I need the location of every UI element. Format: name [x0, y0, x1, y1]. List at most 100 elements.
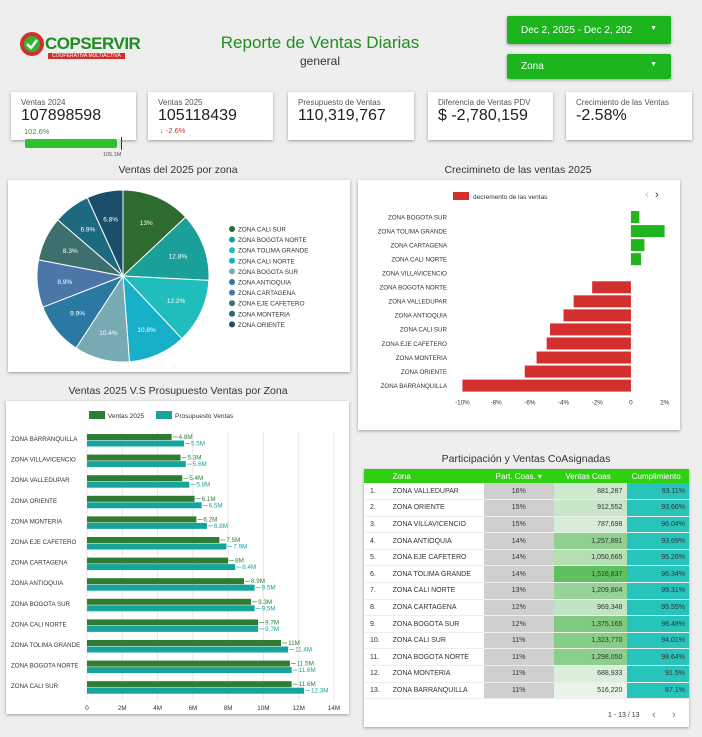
budget-bar[interactable]	[87, 564, 236, 571]
budget-bar[interactable]	[87, 584, 255, 591]
row-index: 1.	[364, 483, 389, 501]
header-ventas-coas[interactable]: Ventas Coas	[553, 469, 628, 483]
growth-bar[interactable]	[546, 337, 631, 350]
bar-value-label: 5.3M	[188, 455, 202, 462]
table-row[interactable]: 8. ZONA CARTAGENA 12% 969,348 95.55%	[364, 599, 689, 617]
header-zona[interactable]: Zona	[388, 469, 484, 483]
budget-bar[interactable]	[87, 461, 186, 468]
growth-bar[interactable]	[630, 211, 640, 224]
row-part-coas: 12%	[483, 615, 554, 633]
budget-bar[interactable]	[87, 475, 183, 482]
legend-label: ZONA BOGOTA SUR	[238, 269, 299, 276]
growth-bar[interactable]	[630, 239, 645, 252]
table-row[interactable]: 7. ZONA CALI NORTE 13% 1,209,804 99.31%	[364, 582, 689, 600]
legend-prev-icon[interactable]: ‹	[645, 189, 649, 201]
category-label: ZONA ORIENTE	[11, 498, 57, 505]
budget-bar[interactable]	[87, 454, 181, 461]
budget-bar[interactable]	[87, 516, 197, 523]
budget-chart-title: Ventas 2025 V.S Prosupuesto Ventas por Z…	[68, 385, 288, 397]
growth-bar[interactable]	[630, 225, 665, 238]
budget-bar[interactable]	[87, 687, 305, 694]
bar-value-label: 11M	[288, 640, 300, 647]
pie-slice[interactable]	[122, 189, 187, 278]
budget-bar[interactable]	[87, 578, 245, 585]
budget-bar[interactable]	[87, 646, 289, 653]
budget-bar[interactable]	[87, 667, 292, 674]
bar-value-label: 7.9M	[233, 544, 247, 551]
growth-bar[interactable]	[550, 323, 631, 336]
table-row[interactable]: 2. ZONA ORIENTE 15% 912,552 93.66%	[364, 499, 689, 517]
table-row[interactable]: 10. ZONA CALI SUR 11% 1,323,770 94.01%	[364, 632, 689, 650]
table-row[interactable]: 5. ZONA EJE CAFETERO 14% 1,050,665 95.26%	[364, 549, 689, 567]
budget-bar[interactable]	[87, 537, 220, 543]
budget-bar[interactable]	[87, 481, 190, 488]
budget-bar[interactable]	[87, 640, 282, 646]
growth-bar[interactable]	[573, 295, 631, 308]
date-range-picker[interactable]: Dec 2, 2025 - Dec 2, 202 ▼	[507, 16, 671, 44]
budget-bar[interactable]	[87, 543, 227, 550]
legend-label: Prosupuesto Ventas	[175, 413, 234, 420]
pie-slice[interactable]	[121, 216, 210, 281]
table-row[interactable]: 4. ZONA ANTIOQUIA 14% 1,257,891 93.69%	[364, 532, 689, 550]
budget-bar[interactable]	[87, 495, 195, 502]
table-row[interactable]: 13. ZONA BARRANQUILLA 11% 516,220 87.1%	[364, 682, 689, 700]
pie-slice[interactable]	[86, 189, 124, 277]
budget-bar[interactable]	[87, 625, 259, 632]
row-index: 9.	[364, 615, 389, 633]
row-cumplimiento: 87.1%	[627, 682, 689, 700]
header-cumplimiento[interactable]: Cumplimiento	[627, 469, 689, 483]
budget-bar[interactable]	[87, 440, 185, 447]
budget-chart-card: Ventas 2025 Prosupuesto Ventas 0 2M 4M 6M 8M 10…	[6, 401, 349, 714]
category-label: ZONA CARTAGENA	[11, 560, 68, 567]
budget-bar[interactable]	[87, 557, 229, 564]
growth-bar[interactable]	[592, 281, 631, 294]
row-ventas-coas: 1,257,891	[553, 532, 628, 550]
table-row[interactable]: 3. ZONA VILLAVICENCIO 15% 787,698 96.04%	[364, 516, 689, 534]
header-part-coas[interactable]: Part. Coas. ▾	[483, 469, 554, 483]
growth-bar[interactable]	[563, 309, 631, 322]
table-row[interactable]: 9. ZONA BOGOTA SUR 12% 1,375,165 98.48%	[364, 615, 689, 633]
row-ventas-coas: 1,516,837	[553, 565, 628, 584]
budget-bar[interactable]	[87, 605, 255, 612]
table-row[interactable]: 1. ZONA VALLEDUPAR 16% 881,287 93.11%	[364, 483, 689, 501]
growth-bar[interactable]	[536, 351, 631, 364]
growth-chart-title: Crecimineto de las ventas 2025	[444, 164, 592, 176]
row-ventas-coas: 688,933	[553, 665, 628, 683]
budget-bar[interactable]	[87, 434, 172, 440]
row-cumplimiento: 93.11%	[627, 483, 689, 501]
budget-bar[interactable]	[87, 502, 202, 509]
category-label: ZONA VALLEDUPAR	[388, 299, 447, 306]
table-row[interactable]: 12. ZONA MONTERIA 11% 688,933 91.5%	[364, 665, 689, 683]
budget-chart: Ventas 2025 Prosupuesto Ventas 0 2M 4M 6M 8M 10…	[11, 411, 340, 712]
row-ventas-coas: 912,552	[553, 499, 628, 517]
table-row[interactable]: 6. ZONA TOLIMA GRANDE 14% 1,516,837 96.34%	[364, 565, 689, 584]
legend-label: ZONA BOGOTA NORTE	[238, 237, 307, 244]
kpi-label: Ventas 2024	[21, 98, 66, 107]
progress-bar-fill	[25, 139, 118, 148]
budget-bar[interactable]	[87, 522, 207, 529]
row-part-coas: 14%	[483, 532, 554, 550]
x-tick-label: 4M	[153, 705, 162, 712]
legend-swatch	[229, 247, 235, 254]
growth-bar[interactable]	[462, 379, 631, 392]
zone-filter-dropdown[interactable]: Zona ▼	[507, 54, 671, 79]
table-row[interactable]: 11. ZONA BOGOTA NORTE 11% 1,298,050 98.64%	[364, 648, 689, 667]
budget-bar[interactable]	[87, 598, 252, 605]
budget-bar[interactable]	[87, 660, 290, 667]
pie-slice[interactable]	[121, 275, 210, 340]
x-tick-label: 14M	[328, 705, 340, 712]
growth-bar[interactable]	[630, 253, 642, 266]
category-label: ZONA BOGOTA NORTE	[11, 663, 79, 670]
legend-label: ZONA MONTERIA	[238, 311, 291, 318]
page-next-icon[interactable]: ›	[672, 709, 676, 721]
budget-bar[interactable]	[87, 619, 259, 626]
kpi-label: Ventas 2025	[158, 98, 203, 107]
legend-next-icon[interactable]: ›	[655, 189, 659, 201]
page-prev-icon[interactable]: ‹	[652, 709, 656, 721]
growth-bar[interactable]	[524, 365, 631, 378]
row-part-coas: 12%	[483, 599, 554, 617]
budget-bar[interactable]	[87, 681, 292, 688]
growth-chart-card: decremento de las ventas ZONA BOGOTA SUR Z…	[358, 180, 680, 430]
legend-label: ZONA EJE CAFETERO	[238, 301, 305, 308]
x-tick-label: 2M	[118, 705, 127, 712]
